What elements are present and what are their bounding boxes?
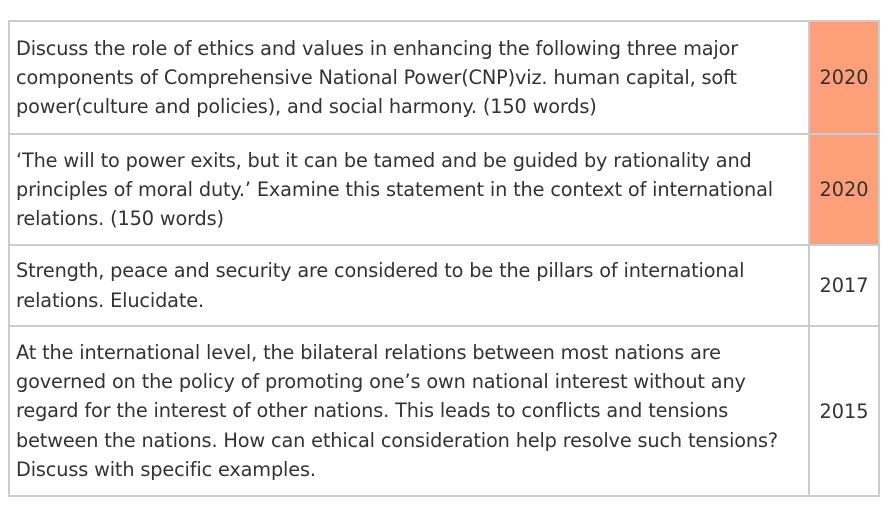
table-row: Strength, peace and security are conside… [8, 244, 880, 327]
questions-table-body: Discuss the role of ethics and values in… [8, 20, 880, 497]
table-row: ‘The will to power exits, but it can be … [8, 133, 880, 246]
year-cell: 2017 [808, 244, 880, 327]
table-row: At the international level, the bilatera… [8, 325, 880, 497]
question-cell: Strength, peace and security are conside… [8, 244, 810, 327]
year-cell: 2020 [808, 133, 880, 246]
question-cell: ‘The will to power exits, but it can be … [8, 133, 810, 246]
questions-table: Discuss the role of ethics and values in… [8, 20, 880, 497]
year-cell: 2015 [808, 325, 880, 497]
question-cell: At the international level, the bilatera… [8, 325, 810, 497]
year-cell: 2020 [808, 20, 880, 135]
table-row: Discuss the role of ethics and values in… [8, 20, 880, 135]
question-cell: Discuss the role of ethics and values in… [8, 20, 810, 135]
